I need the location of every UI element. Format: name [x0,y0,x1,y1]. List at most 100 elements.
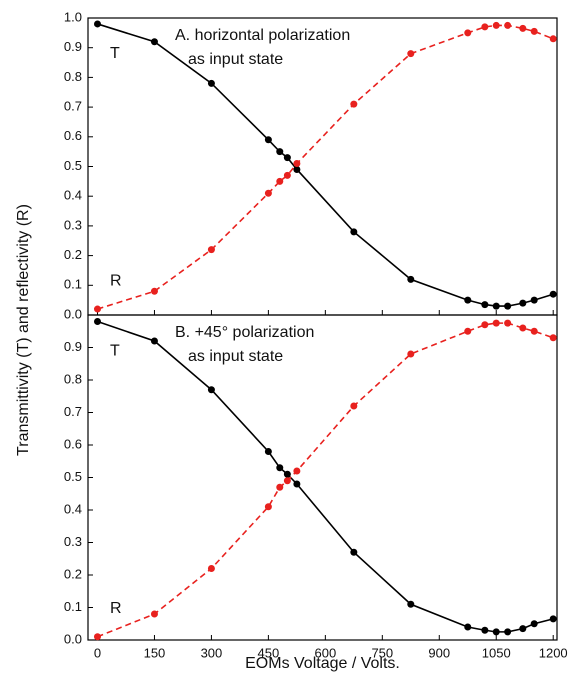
data-point [208,565,215,572]
data-point [208,386,215,393]
data-point [350,403,357,410]
y-tick-label: 0.5 [64,158,82,173]
y-tick-label: 0.2 [64,247,82,262]
data-point [493,320,500,327]
data-point [407,50,414,57]
plot-frame [88,315,557,640]
y-axis-label: Transmittivity (T) and reflectivity (R) [15,204,32,456]
data-point [464,624,471,631]
data-point [464,297,471,304]
x-tick-label: 300 [201,645,223,660]
y-tick-label: 0.1 [64,277,82,292]
y-tick-label: 0.9 [64,39,82,54]
data-point [531,28,538,35]
data-point [350,101,357,108]
data-point [504,303,511,310]
data-point [464,328,471,335]
y-tick-label: 1.0 [64,9,82,24]
data-point [504,22,511,29]
annotation: A. horizontal polarization [175,27,350,44]
data-point [493,22,500,29]
x-tick-label: 1050 [482,645,511,660]
x-tick-label: 900 [428,645,450,660]
data-point [284,172,291,179]
y-tick-label: 0.8 [64,371,82,386]
data-point [284,471,291,478]
data-point [531,620,538,627]
data-point [94,633,101,640]
y-tick-label: 0.9 [64,339,82,354]
series-line [97,323,553,637]
data-point [276,148,283,155]
data-point [493,303,500,310]
data-point [151,288,158,295]
data-point [293,468,300,475]
data-point [550,291,557,298]
x-tick-label: 150 [144,645,166,660]
data-point [481,321,488,328]
y-tick-label: 0.7 [64,404,82,419]
data-point [550,35,557,42]
data-point [493,628,500,635]
series-line [97,24,553,306]
data-point [293,160,300,167]
y-tick-label: 0.6 [64,128,82,143]
data-point [265,136,272,143]
data-point [265,448,272,455]
data-point [276,464,283,471]
x-tick-label: 0 [94,645,101,660]
y-tick-label: 0.3 [64,534,82,549]
y-tick-label: 0.3 [64,217,82,232]
data-point [464,29,471,36]
data-point [407,276,414,283]
plot-frame [88,18,557,315]
series-line [97,322,553,632]
data-point [481,627,488,634]
series-line [97,25,553,309]
series-label: R [110,272,122,289]
series-label: T [110,45,120,62]
series-label: T [110,343,120,360]
y-tick-label: 0.5 [64,469,82,484]
y-tick-label: 0.4 [64,188,82,203]
data-point [519,25,526,32]
data-point [519,300,526,307]
data-point [531,328,538,335]
data-point [284,477,291,484]
y-tick-label: 0.8 [64,69,82,84]
y-tick-label: 0.1 [64,599,82,614]
data-point [94,318,101,325]
data-point [519,625,526,632]
y-tick-label: 0.7 [64,99,82,114]
data-point [407,351,414,358]
annotation: B. +45° polarization [175,324,314,341]
data-point [151,38,158,45]
data-point [519,325,526,332]
series-label: R [110,600,122,617]
y-tick-label: 0.4 [64,501,82,516]
data-point [284,154,291,161]
data-point [550,615,557,622]
data-point [94,306,101,313]
y-tick-label: 0.0 [64,306,82,321]
data-point [350,549,357,556]
x-axis-label: EOMs Voltage / Volts. [245,655,400,672]
chart: 0.0 0.1 0.2 0.3 0.4 0.5 0.6 0.7 0.8 0.9 1.0 T R A. ho… [0,0,571,675]
data-point [504,320,511,327]
data-point [481,301,488,308]
data-point [151,338,158,345]
annotation: as input state [188,348,283,365]
y-tick-label: 0.0 [64,631,82,646]
data-point [94,20,101,27]
data-point [481,23,488,30]
data-point [504,628,511,635]
data-point [208,80,215,87]
x-tick-label: 1200 [539,645,568,660]
data-point [350,228,357,235]
data-point [407,601,414,608]
data-point [531,297,538,304]
data-point [293,481,300,488]
data-point [151,611,158,618]
data-point [208,246,215,253]
y-tick-label: 0.2 [64,566,82,581]
